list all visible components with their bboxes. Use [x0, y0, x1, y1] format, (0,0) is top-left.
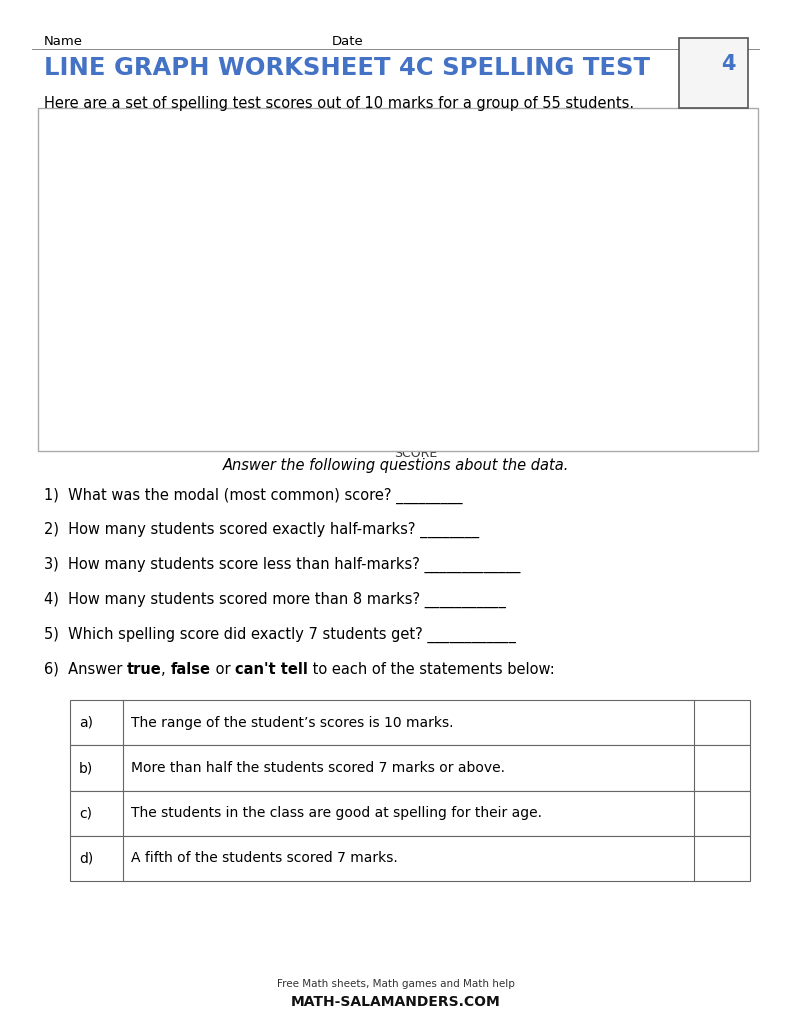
Text: 4: 4 [721, 54, 736, 75]
Text: b): b) [79, 761, 93, 775]
Text: 4)  How many students scored more than 8 marks? ___________: 4) How many students scored more than 8 … [44, 592, 505, 608]
Text: More than half the students scored 7 marks or above.: More than half the students scored 7 mar… [131, 761, 505, 775]
Title: SPELLING TEST SCORES: SPELLING TEST SCORES [332, 113, 498, 126]
Text: A fifth of the students scored 7 marks.: A fifth of the students scored 7 marks. [131, 851, 398, 865]
Text: false: false [171, 662, 210, 677]
Text: or: or [210, 662, 235, 677]
Text: LINE GRAPH WORKSHEET 4C SPELLING TEST: LINE GRAPH WORKSHEET 4C SPELLING TEST [44, 56, 649, 80]
Text: Name: Name [44, 35, 82, 48]
Text: 2)  How many students scored exactly half-marks? ________: 2) How many students scored exactly half… [44, 522, 479, 539]
Text: d): d) [79, 851, 93, 865]
Text: Free Math sheets, Math games and Math help: Free Math sheets, Math games and Math he… [277, 979, 514, 989]
Text: Answer the following questions about the data.: Answer the following questions about the… [222, 458, 569, 473]
Y-axis label: NUMBER OF STUDENTS: NUMBER OF STUDENTS [50, 215, 60, 336]
Text: Date: Date [332, 35, 364, 48]
Text: c): c) [79, 806, 92, 820]
X-axis label: SCORE: SCORE [394, 446, 437, 460]
Text: 1)  What was the modal (most common) score? _________: 1) What was the modal (most common) scor… [44, 487, 462, 504]
Text: Here are a set of spelling test scores out of 10 marks for a group of 55 student: Here are a set of spelling test scores o… [44, 96, 634, 112]
Text: ,: , [161, 662, 171, 677]
Text: to each of the statements below:: to each of the statements below: [308, 662, 554, 677]
Text: 6)  Answer: 6) Answer [44, 662, 127, 677]
Text: true: true [127, 662, 161, 677]
Text: can't tell: can't tell [235, 662, 308, 677]
Text: 3)  How many students score less than half-marks? _____________: 3) How many students score less than hal… [44, 557, 520, 573]
Text: a): a) [79, 716, 93, 730]
Text: The range of the student’s scores is 10 marks.: The range of the student’s scores is 10 … [131, 716, 454, 730]
Text: MATH-SALAMANDERS.COM: MATH-SALAMANDERS.COM [290, 995, 501, 1010]
Text: The students in the class are good at spelling for their age.: The students in the class are good at sp… [131, 806, 543, 820]
Text: 5)  Which spelling score did exactly 7 students get? ____________: 5) Which spelling score did exactly 7 st… [44, 627, 516, 643]
